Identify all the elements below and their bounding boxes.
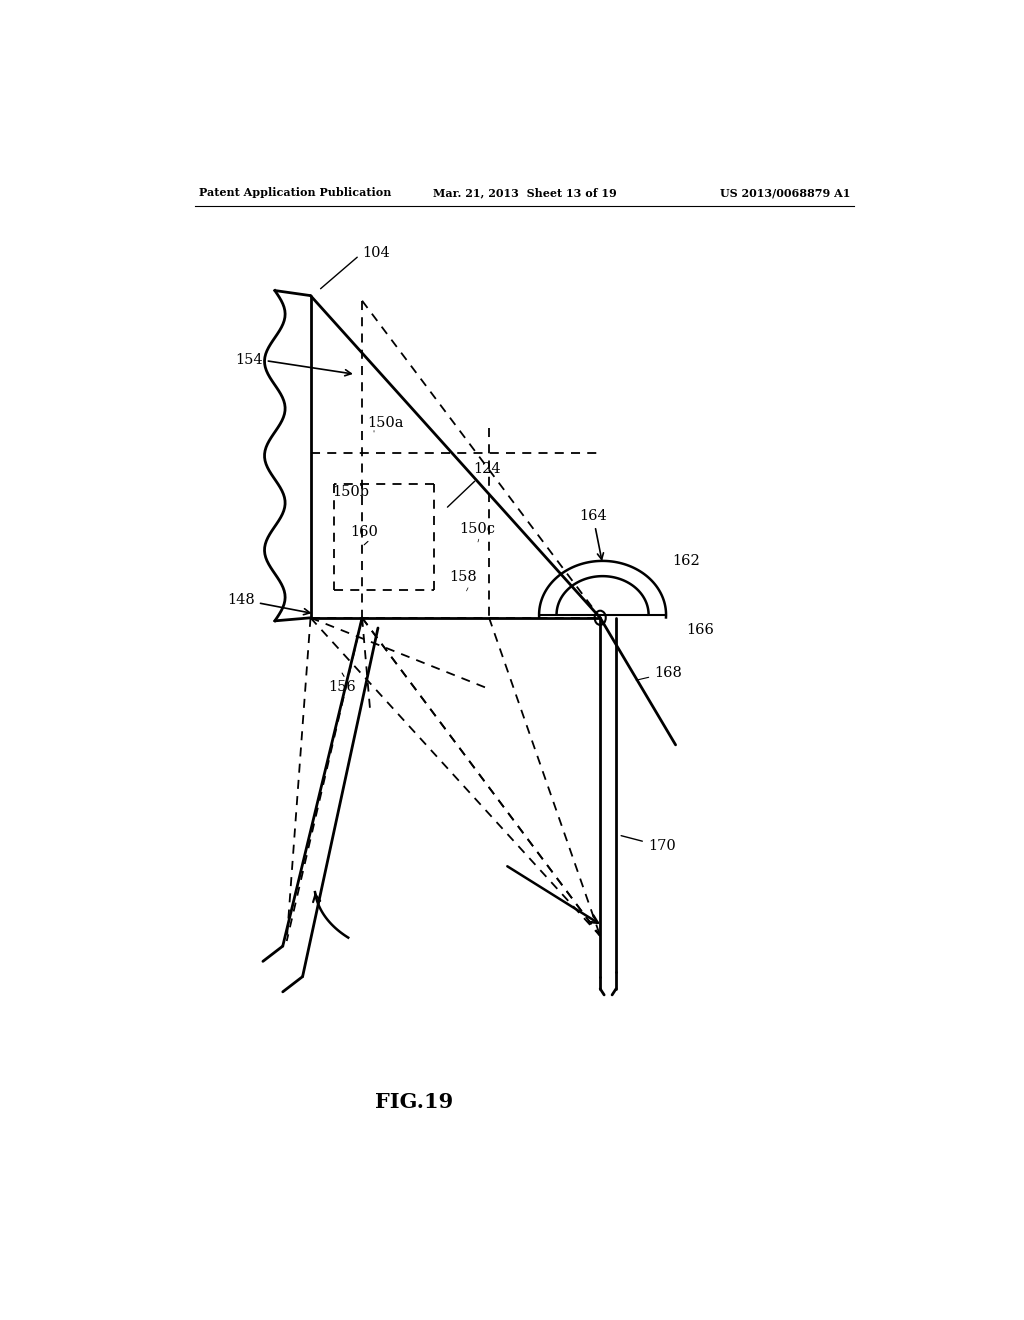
Text: Patent Application Publication: Patent Application Publication bbox=[200, 187, 392, 198]
Text: FIG.19: FIG.19 bbox=[375, 1092, 453, 1111]
Text: 166: 166 bbox=[686, 623, 714, 638]
Text: 124: 124 bbox=[447, 462, 501, 507]
Text: 154: 154 bbox=[236, 354, 351, 376]
Text: 168: 168 bbox=[636, 665, 682, 680]
Text: 156: 156 bbox=[328, 680, 355, 694]
Text: 150a: 150a bbox=[368, 416, 404, 430]
Text: 150b: 150b bbox=[332, 484, 369, 499]
Text: 148: 148 bbox=[227, 593, 310, 615]
Text: 164: 164 bbox=[580, 510, 607, 560]
Text: 158: 158 bbox=[450, 570, 477, 585]
Text: 160: 160 bbox=[350, 525, 378, 540]
Text: US 2013/0068879 A1: US 2013/0068879 A1 bbox=[720, 187, 850, 198]
Text: 162: 162 bbox=[673, 554, 700, 568]
Text: 104: 104 bbox=[321, 246, 390, 289]
Text: 150c: 150c bbox=[460, 523, 496, 536]
Text: Mar. 21, 2013  Sheet 13 of 19: Mar. 21, 2013 Sheet 13 of 19 bbox=[433, 187, 616, 198]
Text: 170: 170 bbox=[622, 836, 676, 853]
